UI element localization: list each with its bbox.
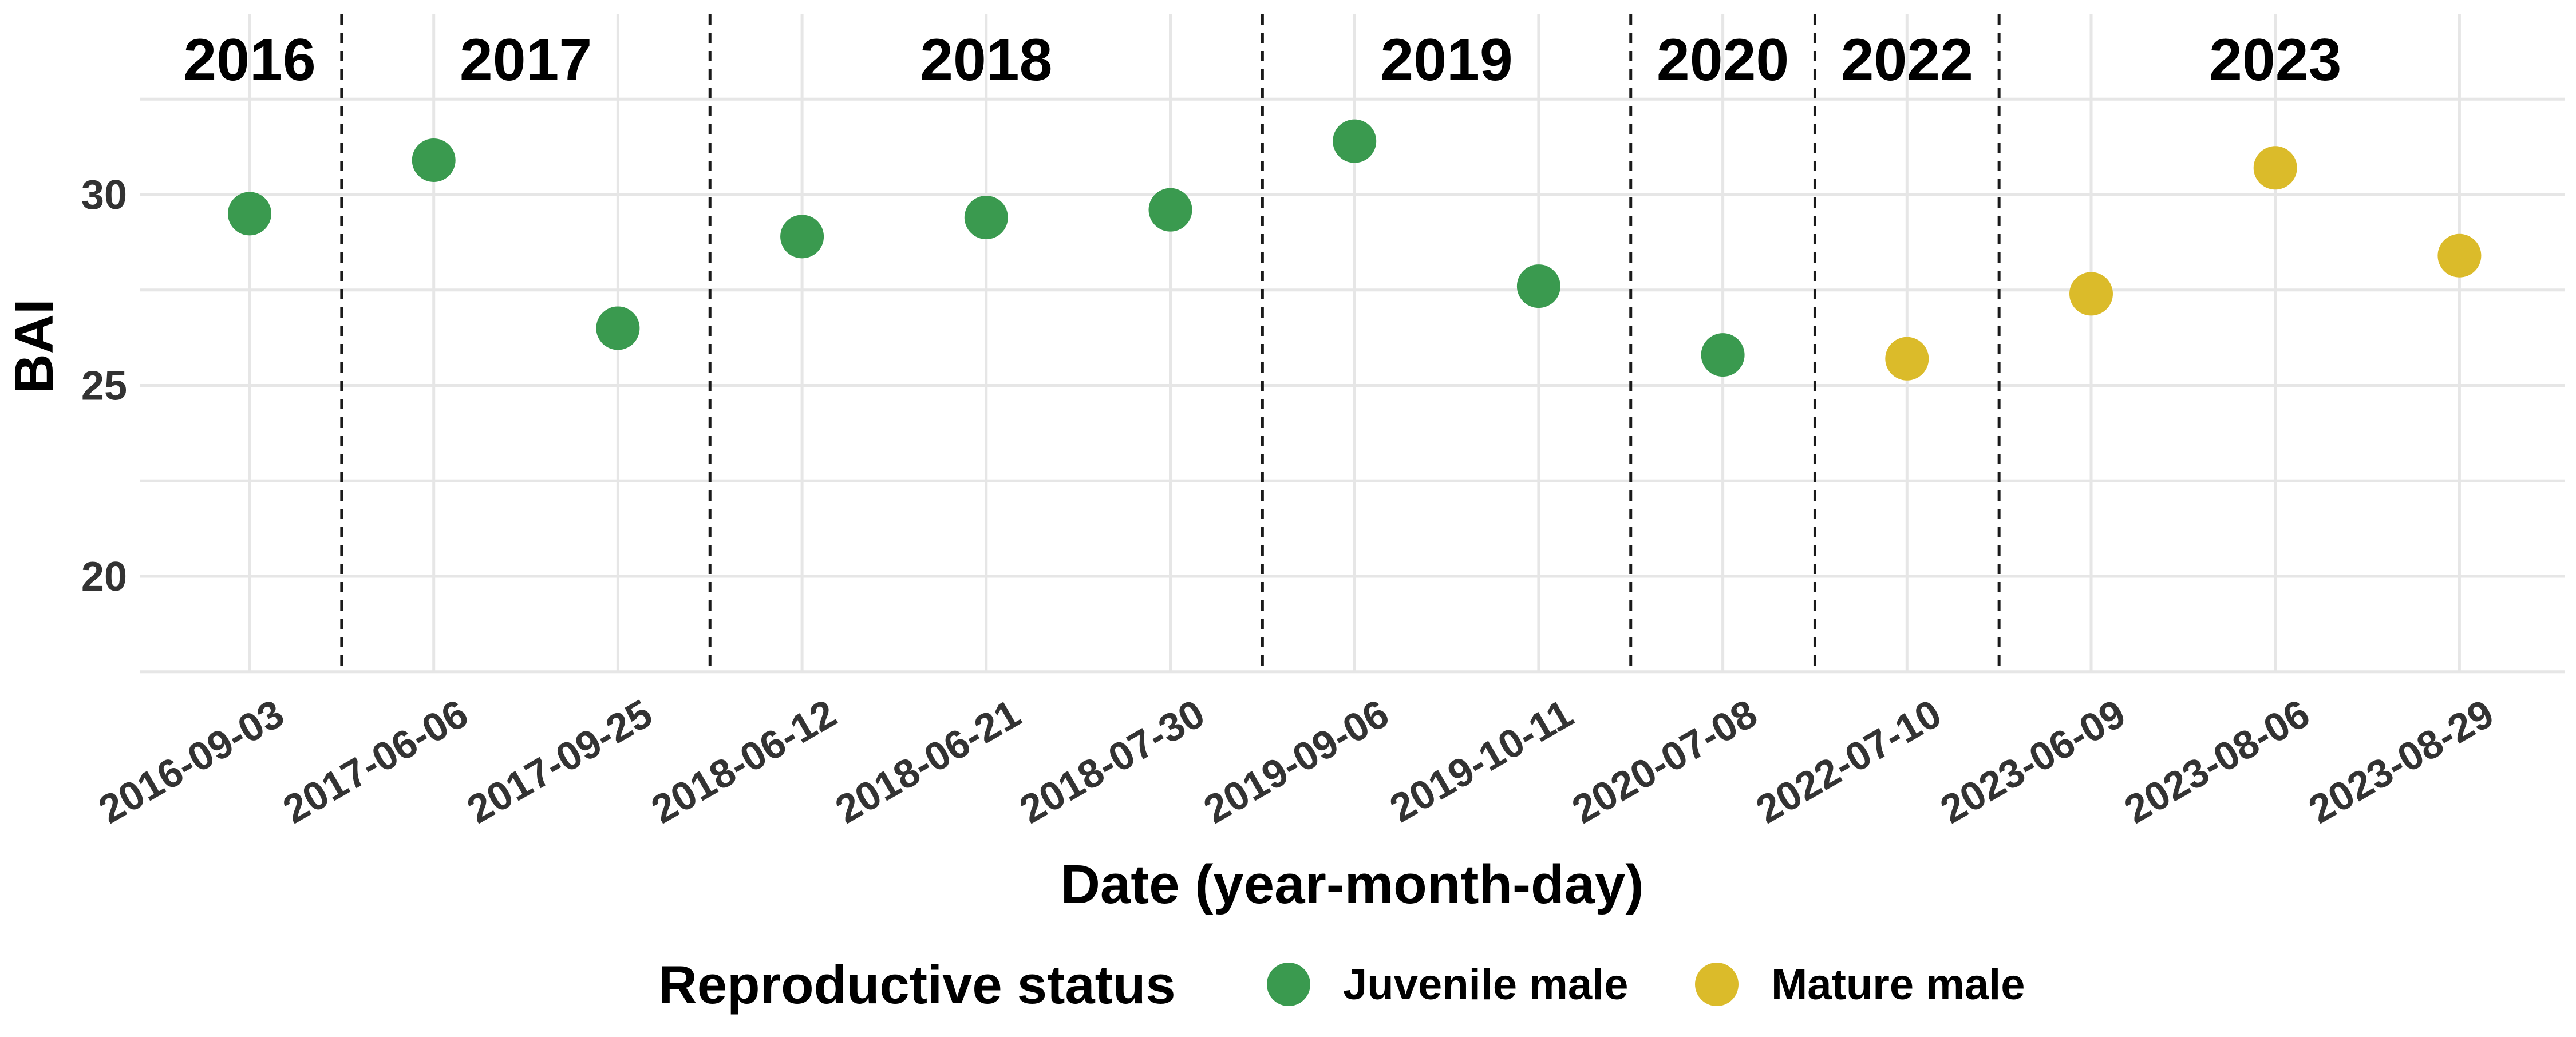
y-axis-title: BAI bbox=[3, 299, 65, 393]
data-point bbox=[2253, 146, 2297, 190]
x-tick-label: 2019-10-11 bbox=[1382, 691, 1581, 831]
x-tick-label: 2023-06-09 bbox=[1933, 691, 2133, 832]
data-point bbox=[2069, 272, 2113, 316]
data-point bbox=[780, 215, 824, 259]
x-axis-ticks: 2016-09-032017-06-062017-09-252018-06-12… bbox=[92, 691, 2502, 832]
x-tick-label: 2022-07-10 bbox=[1749, 691, 1949, 832]
x-tick-label: 2017-09-25 bbox=[460, 691, 659, 832]
x-tick-label: 2023-08-29 bbox=[2301, 691, 2501, 832]
year-label: 2023 bbox=[2209, 27, 2341, 93]
year-label: 2022 bbox=[1841, 27, 1973, 93]
legend-label-juvenile-male: Juvenile male bbox=[1343, 960, 1629, 1009]
x-tick-label: 2018-07-30 bbox=[1012, 691, 1212, 832]
data-point bbox=[412, 138, 456, 182]
x-tick-label: 2023-08-06 bbox=[2117, 691, 2317, 832]
y-axis-ticks: 20 25 30 bbox=[81, 172, 127, 600]
data-point bbox=[596, 306, 640, 350]
year-label: 2016 bbox=[183, 27, 315, 93]
year-labels: 2016 2017 2018 2019 2020 2022 2023 bbox=[183, 27, 2341, 93]
data-point bbox=[964, 196, 1008, 240]
data-point bbox=[1148, 188, 1192, 232]
legend-swatch-juvenile-male bbox=[1267, 963, 1310, 1006]
legend-title: Reproductive status bbox=[658, 955, 1176, 1015]
data-point bbox=[1701, 333, 1745, 377]
year-label: 2020 bbox=[1657, 27, 1789, 93]
x-tick-label: 2018-06-12 bbox=[644, 691, 844, 832]
y-tick-label: 20 bbox=[81, 554, 127, 600]
x-tick-label: 2017-06-06 bbox=[275, 691, 475, 832]
legend-label-mature-male: Mature male bbox=[1771, 960, 2025, 1009]
x-axis-title: Date (year-month-day) bbox=[1061, 854, 1644, 915]
x-tick-label: 2018-06-21 bbox=[828, 691, 1028, 832]
year-label: 2018 bbox=[920, 27, 1052, 93]
year-label: 2019 bbox=[1380, 27, 1512, 93]
data-point bbox=[1516, 264, 1560, 308]
legend: Reproductive status Juvenile male Mature… bbox=[658, 955, 2025, 1015]
gridlines bbox=[140, 14, 2565, 674]
data-point bbox=[1885, 337, 1929, 381]
legend-swatch-mature-male bbox=[1695, 963, 1739, 1006]
y-tick-label: 25 bbox=[81, 363, 127, 409]
y-tick-label: 30 bbox=[81, 172, 127, 218]
year-label: 2017 bbox=[460, 27, 592, 93]
data-point bbox=[228, 192, 271, 236]
x-tick-label: 2019-09-06 bbox=[1196, 691, 1396, 832]
x-tick-label: 2020-07-08 bbox=[1564, 691, 1764, 832]
data-point bbox=[2437, 233, 2482, 278]
x-tick-label: 2016-09-03 bbox=[92, 691, 291, 832]
data-points bbox=[228, 119, 2482, 381]
data-point bbox=[1333, 119, 1377, 163]
